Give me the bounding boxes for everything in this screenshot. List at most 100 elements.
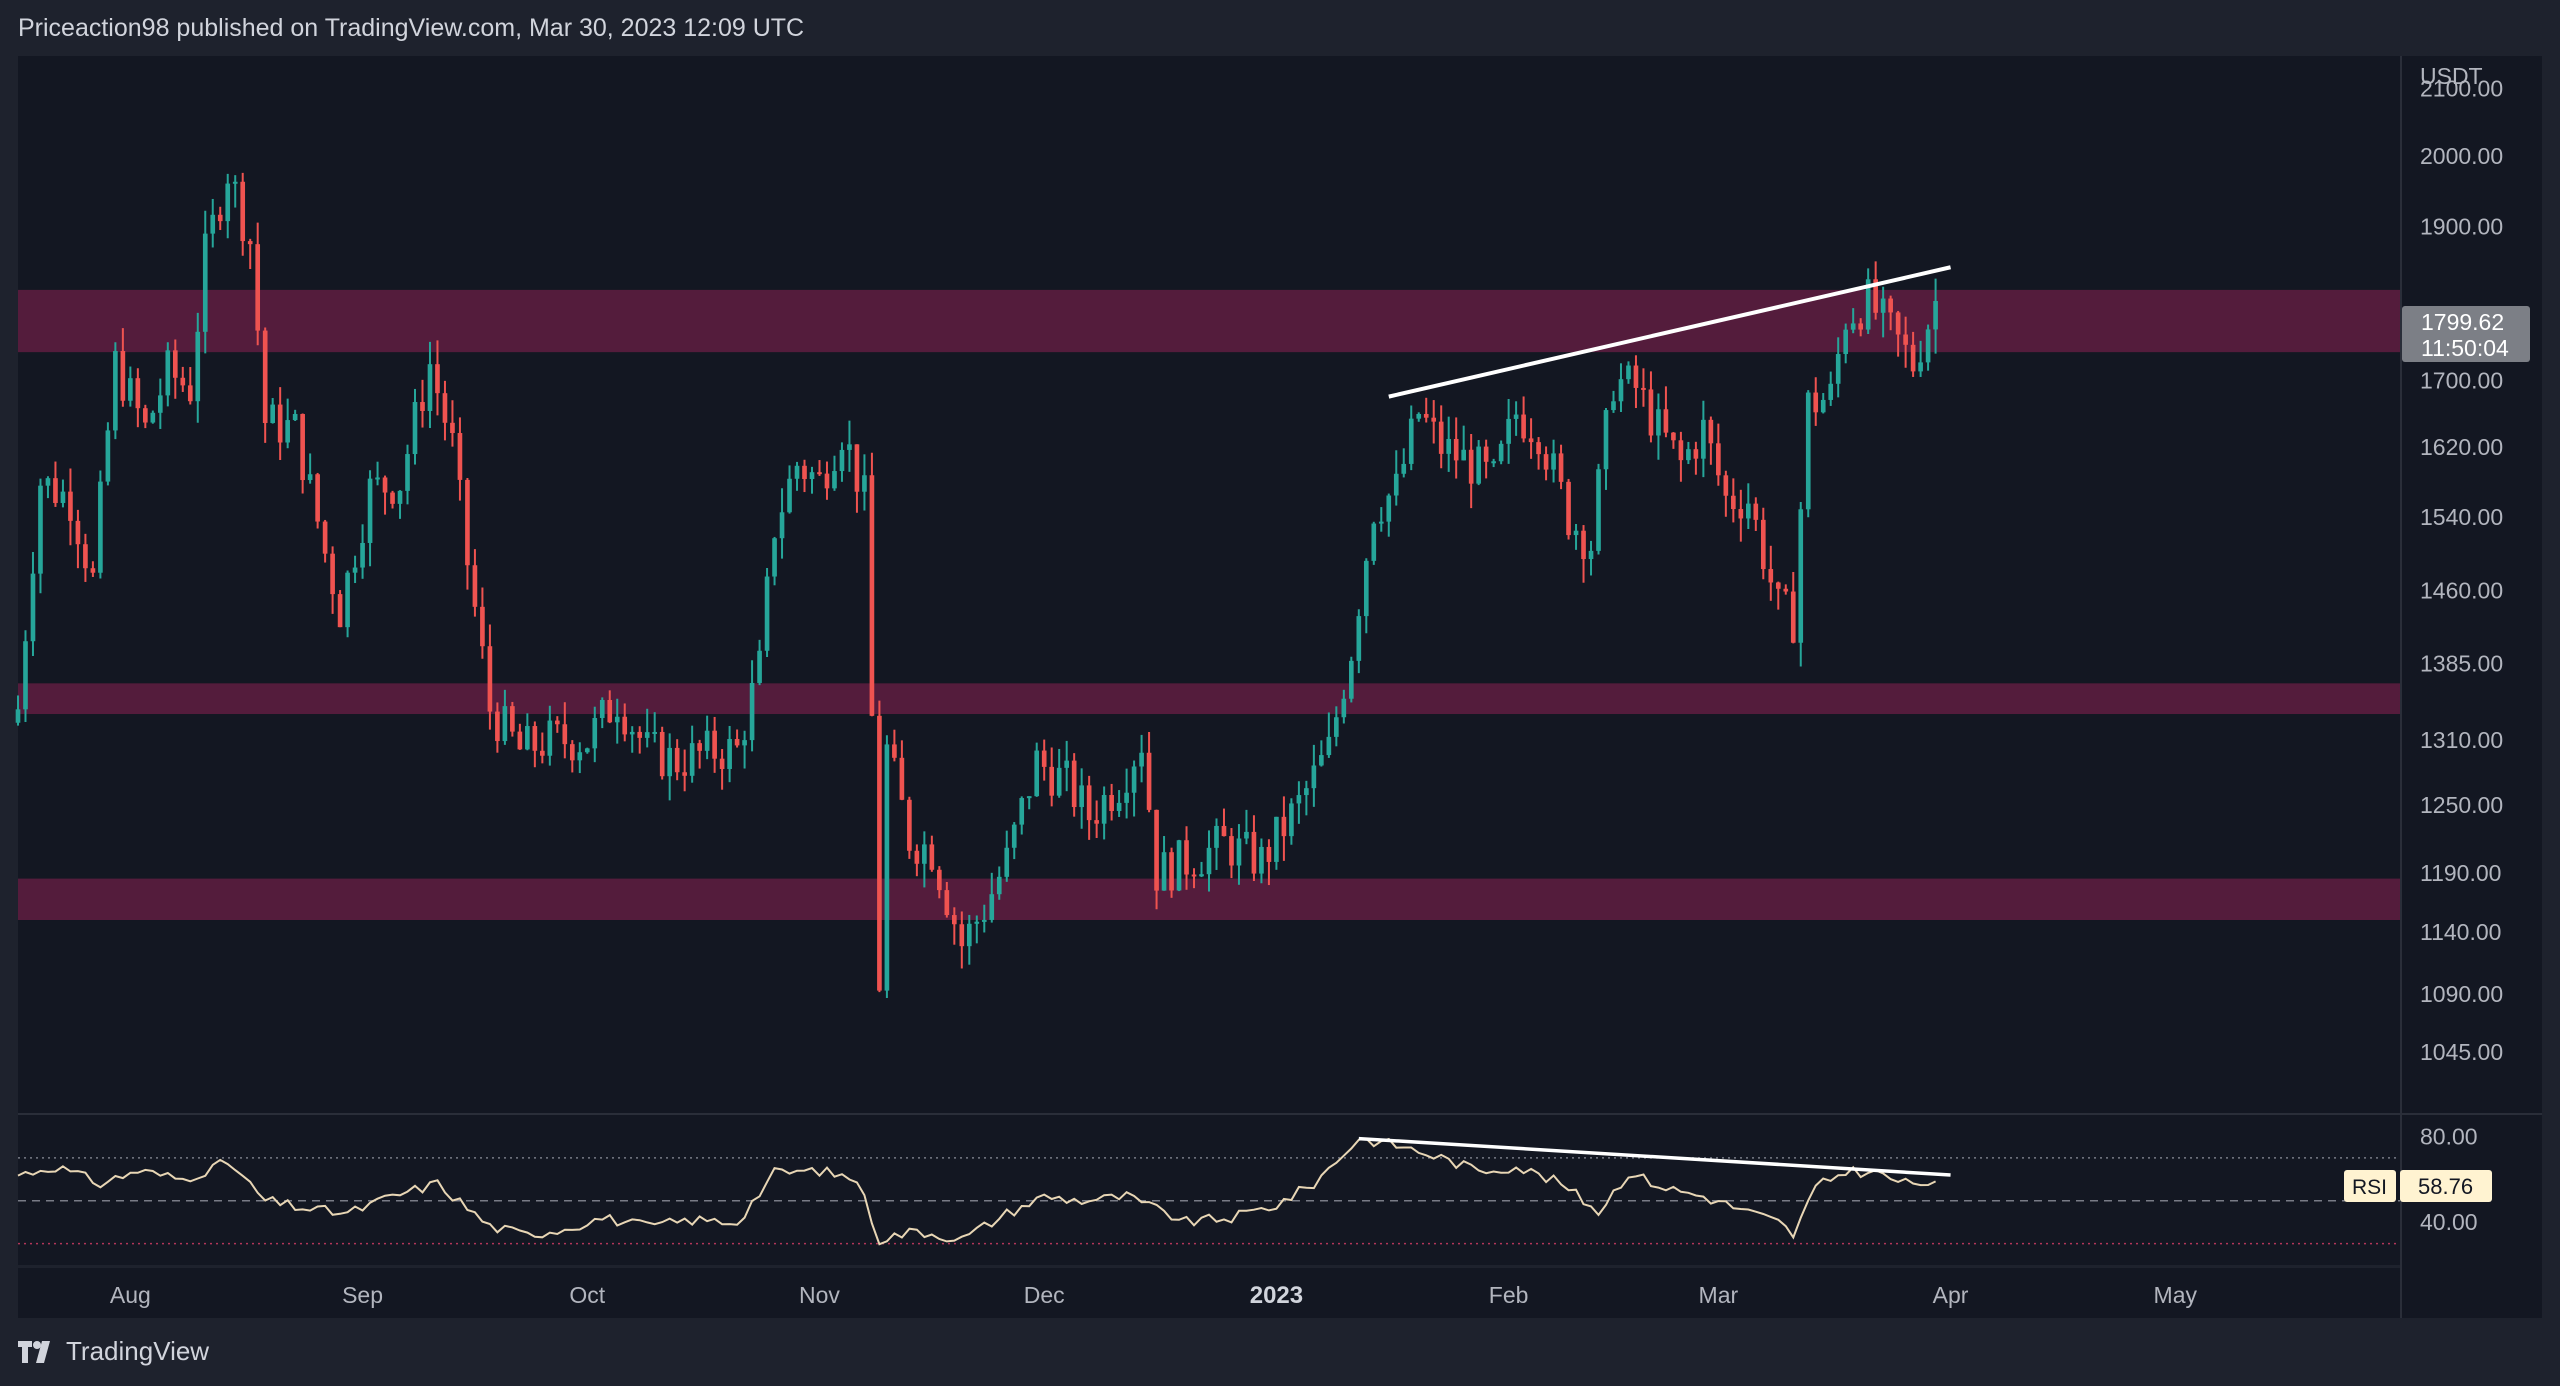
candle-body [1558, 453, 1564, 482]
candle-body [1760, 519, 1766, 570]
candle-body [217, 214, 223, 222]
tradingview-logo-icon [18, 1340, 50, 1363]
candle-body [547, 720, 553, 756]
candle-body [1004, 847, 1010, 877]
candle-body [128, 378, 133, 401]
candle-body [1304, 788, 1309, 796]
candle-body [143, 408, 148, 423]
candle-body [262, 330, 268, 423]
candle-body [832, 471, 837, 489]
candle-body [1596, 469, 1601, 551]
candle-body [277, 404, 283, 443]
candle-body [1551, 453, 1556, 470]
candle-body [824, 473, 830, 489]
rsi-line [17, 1137, 1937, 1246]
candle-body [1236, 838, 1242, 866]
rsi-pane[interactable] [18, 1115, 2400, 1265]
time-axis[interactable] [18, 1268, 2400, 1318]
candle-body [1229, 836, 1234, 866]
candle-body [135, 378, 141, 409]
candle-body [1371, 523, 1377, 561]
candle-body [1161, 852, 1167, 891]
price-tick-label: 1090.00 [2420, 981, 2503, 1007]
candle-body [487, 646, 493, 712]
rsi-trendline-group[interactable] [1358, 1136, 1951, 1177]
candle-body [1311, 765, 1317, 789]
price-trendline-group[interactable] [1388, 265, 1952, 399]
candle-body [749, 682, 755, 741]
candle-body [1453, 438, 1459, 461]
candle-body [1798, 509, 1804, 643]
candle-body [232, 181, 238, 184]
candle-body [1356, 616, 1362, 661]
candle-body [1581, 530, 1586, 560]
resistance-zone-1 [18, 683, 2400, 715]
candle-body [1768, 569, 1774, 583]
candle-body [599, 700, 605, 719]
candle-body [951, 915, 957, 925]
candle-body [1910, 344, 1916, 372]
candle-body [1079, 785, 1084, 808]
candle-body [1633, 365, 1639, 388]
candle-body [1708, 419, 1714, 444]
candle-body [1274, 816, 1279, 862]
tradingview-logo[interactable]: TradingView [18, 1336, 209, 1367]
price-tick-label: 1700.00 [2420, 367, 2503, 393]
candle-body [442, 393, 448, 423]
candle-body [1678, 440, 1684, 461]
candle-body [1626, 365, 1631, 380]
candle-body [562, 724, 568, 745]
candle-body [1348, 660, 1354, 699]
candle-body [300, 414, 305, 481]
candle-body [1191, 874, 1197, 877]
price-pane[interactable] [18, 56, 2400, 1113]
candle-body [1656, 409, 1661, 436]
candle-body [495, 711, 500, 742]
candle-body [510, 706, 515, 732]
candle-body [68, 491, 73, 521]
candle-body [150, 412, 156, 423]
candle-body [1319, 755, 1324, 766]
candle-body [1483, 446, 1489, 462]
candle-body [1334, 717, 1339, 737]
candle-body [15, 709, 21, 723]
candle-body [629, 731, 635, 735]
candle-body [105, 430, 111, 482]
candle-body [1416, 413, 1422, 419]
candle-body [1326, 736, 1332, 756]
candle-body [584, 748, 590, 753]
current-price-tag: 1799.62 11:50:04 [2402, 306, 2530, 362]
candle-body [554, 720, 560, 725]
candle-body [1820, 399, 1826, 413]
candle-body [1221, 825, 1227, 837]
candle-body [922, 844, 927, 864]
candle-body [1611, 401, 1616, 411]
candle-body [1341, 698, 1347, 718]
candle-body [697, 743, 702, 751]
candle-body [1026, 796, 1032, 799]
rsi-band-guides [18, 1157, 2400, 1245]
price-unit-label: USDT [2420, 63, 2483, 89]
candle-body [1086, 785, 1092, 821]
price-tick-label: 1250.00 [2420, 792, 2503, 818]
candle-body [674, 747, 680, 773]
price-tick-label: 1540.00 [2420, 504, 2503, 530]
candle-body [1214, 825, 1219, 848]
candle-body [1259, 846, 1264, 874]
price-tick-label: 2100.00 [2420, 75, 2503, 101]
candle-body [779, 512, 785, 539]
candle-body [1184, 840, 1189, 875]
candle-body [540, 750, 545, 756]
time-tick-label: Nov [799, 1282, 840, 1308]
time-tick-label: Dec [1024, 1282, 1065, 1308]
candle-body [502, 706, 508, 742]
candle-body [1071, 760, 1077, 808]
candle-body [1116, 802, 1122, 812]
rsi-tick-label: 80.00 [2420, 1123, 2478, 1149]
candle-body [180, 377, 186, 386]
candle-body [1566, 481, 1571, 536]
candle-body [907, 799, 912, 851]
candle-body [1363, 560, 1369, 617]
price-axis[interactable] [2402, 56, 2542, 1318]
